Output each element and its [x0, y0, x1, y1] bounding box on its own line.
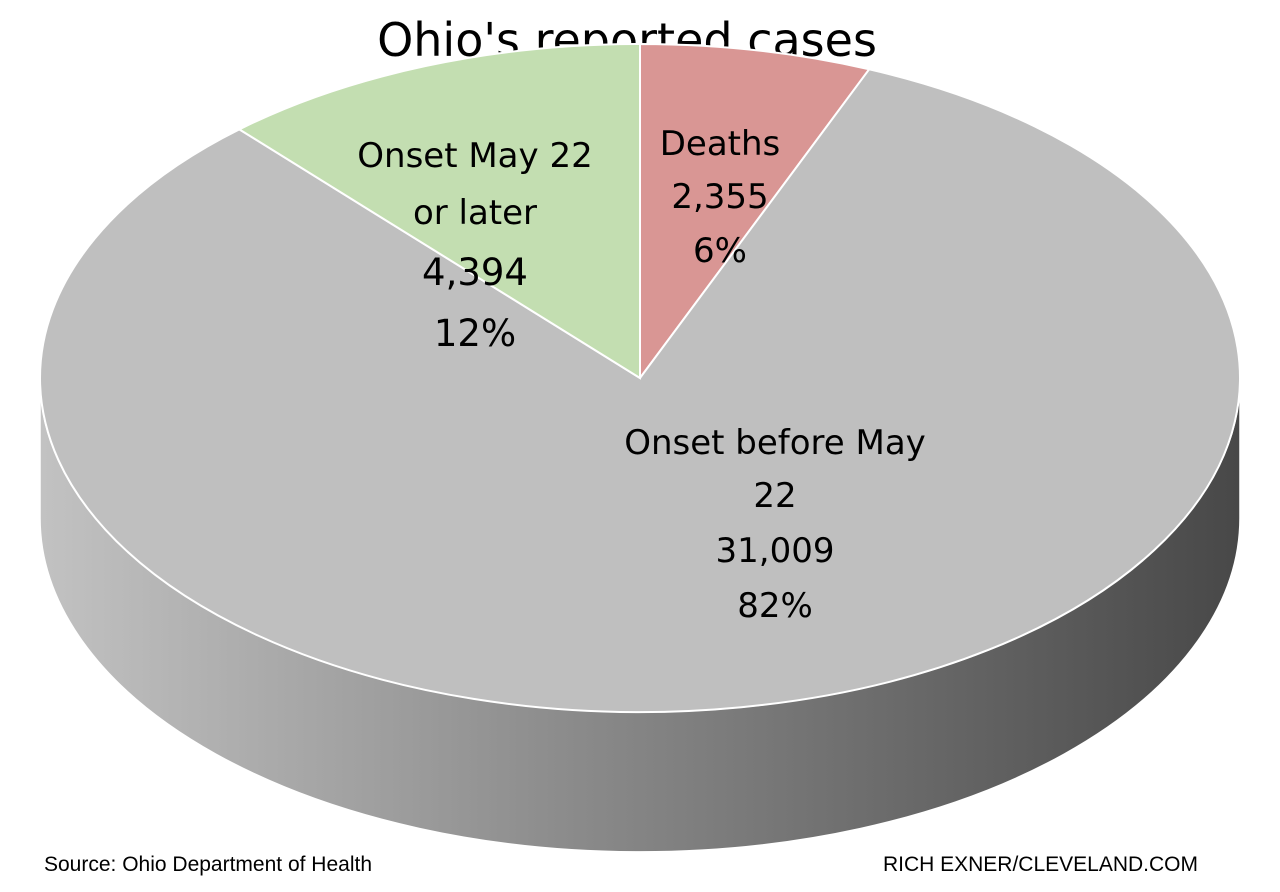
slice-percent-onset-before-may-22: 82%: [737, 586, 813, 626]
slice-label-onset-before-may-22-line1: Onset before May: [624, 423, 926, 463]
label-group-onset-before-may-22: Onset before May 22 31,009 82%: [624, 423, 926, 626]
author-credit: RICH EXNER/CLEVELAND.COM: [883, 853, 1198, 876]
pie-slice-onset-before-may-22: [39, 68, 1241, 714]
slice-value-deaths: 2,355: [671, 177, 768, 217]
slice-label-onset-before-may-22-line2: 22: [753, 476, 796, 516]
label-group-onset-may-22-or-later: Onset May 22 or later 4,394 12%: [357, 136, 592, 355]
pie-slice-onset-may-22-or-later: [237, 42, 641, 380]
slice-percent-onset-may-22-or-later: 12%: [434, 312, 516, 355]
slice-value-onset-before-may-22: 31,009: [716, 531, 835, 571]
slice-percent-deaths: 6%: [693, 231, 747, 271]
slice-value-onset-may-22-or-later: 4,394: [422, 251, 528, 294]
pie-slice-deaths: [639, 42, 871, 382]
source-note: Source: Ohio Department of Health: [44, 853, 372, 876]
pie-slices: [39, 42, 1241, 714]
slice-label-deaths: Deaths: [660, 124, 781, 164]
slice-label-onset-may-22-or-later-line1: Onset May 22: [357, 136, 592, 176]
slice-label-onset-may-22-or-later-line2: or later: [413, 193, 537, 233]
label-group-deaths: Deaths 2,355 6%: [660, 124, 781, 271]
